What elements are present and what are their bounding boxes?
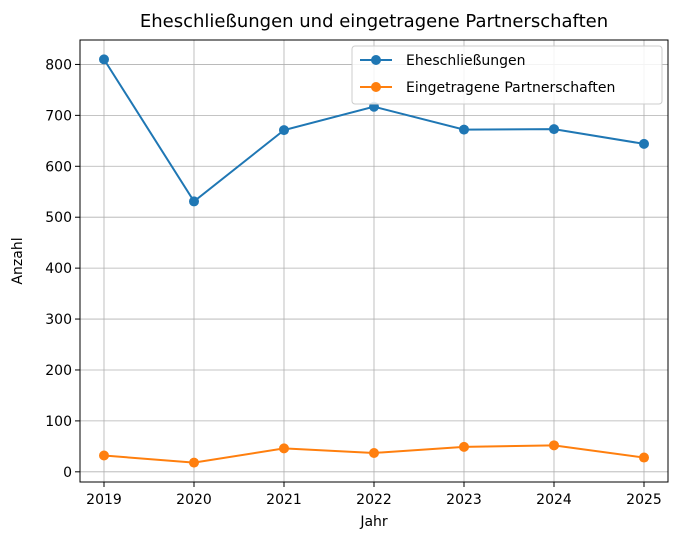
- x-tick-label: 2025: [626, 492, 662, 508]
- y-tick-label: 300: [45, 312, 72, 328]
- chart-title: Eheschließungen und eingetragene Partner…: [140, 11, 608, 32]
- legend-box: [351, 45, 663, 105]
- y-tick-label: 0: [63, 465, 72, 481]
- y-tick-label: 800: [45, 57, 72, 73]
- data-point: [459, 124, 469, 135]
- x-tick-label: 2023: [446, 492, 482, 508]
- x-tick-label: 2019: [86, 492, 122, 508]
- data-point: [639, 452, 649, 463]
- y-axis: 0 100 200 300 400 500 600 700 800: [45, 57, 80, 481]
- x-tick-label: 2021: [266, 492, 302, 508]
- y-tick-label: 700: [45, 108, 72, 124]
- data-point: [99, 54, 109, 65]
- legend-marker-partnerships: [371, 82, 381, 92]
- y-tick-label: 200: [45, 363, 72, 379]
- data-point: [189, 457, 199, 468]
- data-point: [279, 125, 289, 136]
- y-axis-label: Anzahl: [10, 237, 26, 284]
- data-point: [549, 440, 559, 451]
- y-tick-label: 600: [45, 159, 72, 175]
- y-tick-label: 100: [45, 414, 72, 430]
- grid: [80, 40, 668, 482]
- data-point: [549, 124, 559, 135]
- y-tick-label: 400: [45, 261, 72, 277]
- x-axis: 2019 2020 2021 2022 2023 2024 2025: [86, 482, 662, 508]
- x-tick-label: 2020: [176, 492, 212, 508]
- data-point: [189, 196, 199, 207]
- series-group: [99, 54, 649, 468]
- x-tick-label: 2024: [536, 492, 572, 508]
- x-axis-label: Jahr: [359, 514, 388, 530]
- legend-marker-marriages: [371, 55, 381, 65]
- legend-label-marriages: Eheschließungen: [406, 53, 526, 69]
- data-point: [639, 138, 649, 149]
- x-tick-label: 2022: [356, 492, 392, 508]
- legend-label-partnerships: Eingetragene Partnerschaften: [406, 80, 615, 96]
- data-point: [369, 447, 379, 458]
- data-point: [279, 443, 289, 454]
- y-tick-label: 500: [45, 210, 72, 226]
- data-point: [459, 441, 469, 452]
- legend: Eheschließungen Eingetragene Partnerscha…: [351, 45, 663, 105]
- data-point: [99, 450, 109, 461]
